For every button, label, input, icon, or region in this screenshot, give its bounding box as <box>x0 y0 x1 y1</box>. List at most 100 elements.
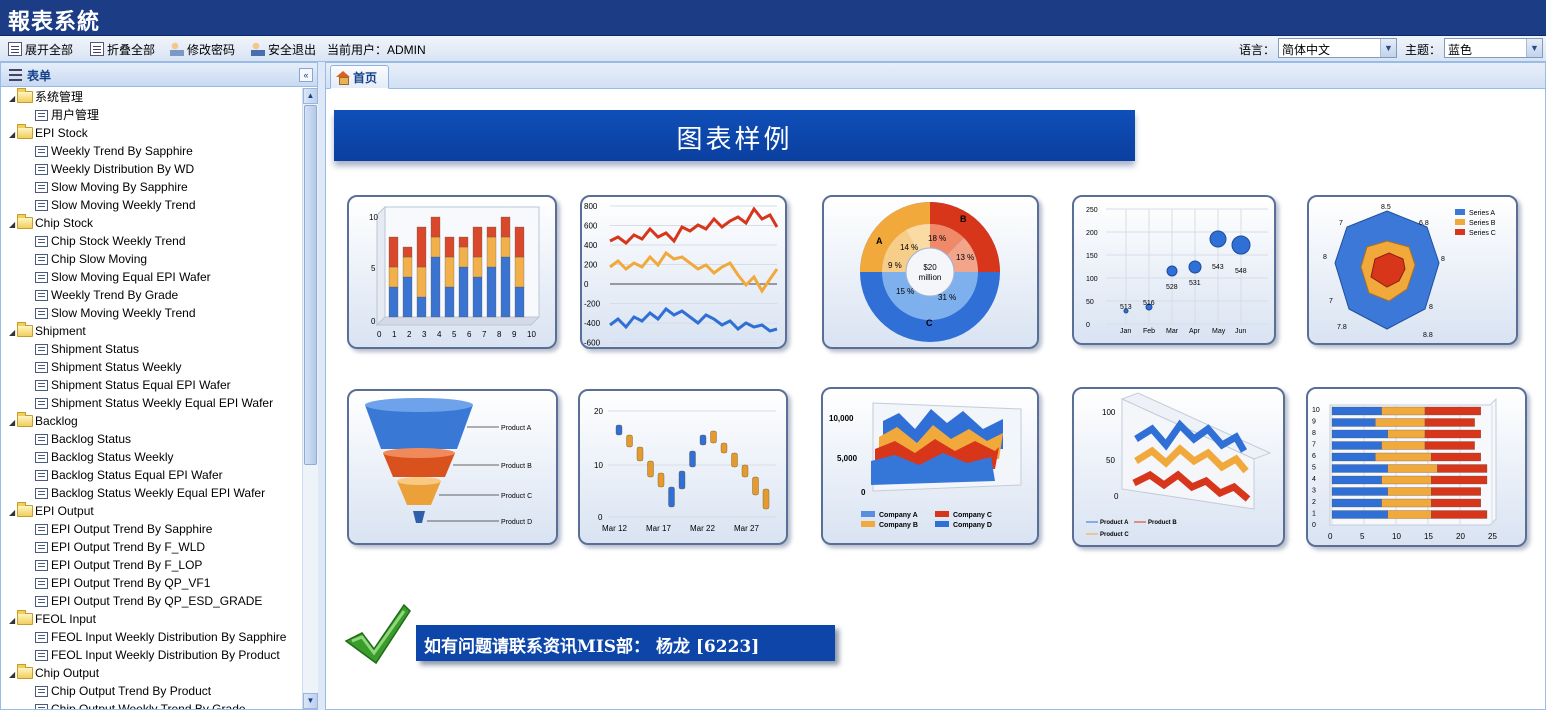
tree-item[interactable]: EPI Output Trend By F_LOP <box>1 556 302 574</box>
tree-item-label: Weekly Trend By Grade <box>51 288 178 302</box>
bar <box>1431 488 1481 496</box>
tree-group[interactable]: ◢ FEOL Input <box>1 610 302 628</box>
tree-item[interactable]: 用户管理 <box>1 106 302 124</box>
funnel-label: Product C <box>501 493 532 500</box>
bar <box>1382 442 1425 450</box>
tree-item[interactable]: Slow Moving By Sapphire <box>1 178 302 196</box>
expand-all-label: 展开全部 <box>25 41 73 58</box>
sidebar-scrollbar[interactable]: ▲ ▼ <box>302 88 318 709</box>
x-tick: 7 <box>482 330 487 339</box>
sample-candle-chart[interactable]: 20 10 0 Mar 12 Mar 17 Mar 22 Mar 27 <box>578 389 788 545</box>
change-password-button[interactable]: 修改密码 <box>170 41 235 57</box>
sample-ribbon-chart[interactable]: 100 50 0 Product A Product B Product C <box>1072 387 1285 547</box>
tree-group[interactable]: ◢ Backlog <box>1 412 302 430</box>
sample-3d-bar-chart[interactable]: 10 5 0 0 1 2 3 4 5 6 7 8 9 10 <box>347 195 557 349</box>
y-tick: 10 <box>369 213 378 222</box>
tree-item[interactable]: Shipment Status Weekly <box>1 358 302 376</box>
tree-item[interactable]: Chip Stock Weekly Trend <box>1 232 302 250</box>
scroll-up-button[interactable]: ▲ <box>303 88 318 104</box>
tree-item[interactable]: Shipment Status Equal EPI Wafer <box>1 376 302 394</box>
tree-item[interactable]: EPI Output Trend By Sapphire <box>1 520 302 538</box>
collapse-sidebar-button[interactable]: « <box>299 68 313 82</box>
expand-all-button[interactable]: 展开全部 <box>8 41 73 57</box>
logout-button[interactable]: 安全退出 <box>251 41 316 57</box>
report-icon <box>35 236 48 247</box>
radar-label: 8 <box>1429 304 1433 311</box>
sample-horizontal-bar-chart[interactable]: 10 9 8 7 6 5 4 3 2 1 0 0 5 10 15 20 25 <box>1306 387 1527 547</box>
bar <box>1375 419 1425 427</box>
candle <box>721 443 727 453</box>
tree-item[interactable]: Slow Moving Weekly Trend <box>1 196 302 214</box>
tree-group[interactable]: ◢ EPI Output <box>1 502 302 520</box>
tree-item-label: Backlog Status Equal EPI Wafer <box>51 468 223 482</box>
radar-label: 7 <box>1339 220 1343 227</box>
y-tick: 7 <box>1312 442 1316 449</box>
tree-item[interactable]: EPI Output Trend By F_WLD <box>1 538 302 556</box>
language-select[interactable]: 简体中文 ▼ <box>1278 38 1397 58</box>
tree-group[interactable]: ◢ EPI Stock <box>1 124 302 142</box>
tree-item[interactable]: Weekly Distribution By WD <box>1 160 302 178</box>
sample-radar-chart[interactable]: 8.5 6.8 8 8 8.8 7.8 7 8 7 Series A Serie… <box>1307 195 1518 345</box>
user-key-icon <box>170 42 184 56</box>
sample-donut-chart[interactable]: $20 million A B C 14 % 18 % 13 % 9 % 15 … <box>822 195 1039 349</box>
bar <box>403 277 412 317</box>
tree-item[interactable]: Backlog Status Equal EPI Wafer <box>1 466 302 484</box>
scroll-down-button[interactable]: ▼ <box>303 693 318 709</box>
report-icon <box>35 488 48 499</box>
tree-item[interactable]: Chip Output Weekly Trend By Grade <box>1 700 302 709</box>
bar <box>515 227 524 257</box>
tree-item[interactable]: Backlog Status <box>1 430 302 448</box>
tree-item[interactable]: Weekly Trend By Sapphire <box>1 142 302 160</box>
report-icon <box>35 650 48 661</box>
contact-text: 如有问题请联系资讯MIS部： 杨龙 [6223] <box>424 632 759 657</box>
tree-group[interactable]: ◢ Shipment <box>1 322 302 340</box>
y-tick: 0 <box>1114 492 1119 501</box>
tab-strip: 首页 <box>326 63 1545 89</box>
bar <box>445 257 454 287</box>
bar <box>1425 442 1475 450</box>
tree-item-label: Backlog Status Weekly Equal EPI Wafer <box>51 486 265 500</box>
splitter[interactable] <box>318 62 325 710</box>
report-icon <box>35 596 48 607</box>
tree-group[interactable]: ◢ 系统管理 <box>1 88 302 106</box>
collapse-all-button[interactable]: 折叠全部 <box>90 41 155 57</box>
bar <box>1382 407 1425 415</box>
sample-3d-area-chart[interactable]: 10,000 5,000 0 Company A Company B Compa… <box>821 387 1039 545</box>
tree-group[interactable]: ◢ Chip Stock <box>1 214 302 232</box>
y-tick: 200 <box>1086 230 1098 237</box>
tree-item[interactable]: Backlog Status Weekly Equal EPI Wafer <box>1 484 302 502</box>
tree-item-label: Slow Moving Weekly Trend <box>51 198 196 212</box>
tree-item[interactable]: Chip Output Trend By Product <box>1 682 302 700</box>
bar <box>515 257 524 287</box>
tree-item[interactable]: Chip Slow Moving <box>1 250 302 268</box>
current-user: 当前用户：ADMIN <box>327 41 426 57</box>
bar <box>459 267 468 317</box>
theme-select[interactable]: 蓝色 ▼ <box>1444 38 1543 58</box>
scroll-thumb[interactable] <box>304 105 317 465</box>
bar <box>431 257 440 317</box>
funnel-label: Product B <box>501 463 532 470</box>
bubble-label: 548 <box>1235 268 1247 275</box>
report-icon <box>35 578 48 589</box>
tree-item[interactable]: FEOL Input Weekly Distribution By Sapphi… <box>1 628 302 646</box>
tree-item[interactable]: Weekly Trend By Grade <box>1 286 302 304</box>
tree-item[interactable]: EPI Output Trend By QP_VF1 <box>1 574 302 592</box>
tree-item[interactable]: Backlog Status Weekly <box>1 448 302 466</box>
sample-bubble-chart[interactable]: 250 200 150 100 50 0 Jan Feb Mar Apr May Jun 513 51… <box>1072 195 1276 345</box>
y-tick: 8 <box>1312 430 1316 437</box>
sample-funnel-chart[interactable]: Product A Product B Product C Product D <box>347 389 558 545</box>
donut-inner: 31 % <box>938 293 956 302</box>
tree-item[interactable]: EPI Output Trend By QP_ESD_GRADE <box>1 592 302 610</box>
sample-line-chart[interactable]: 800 600 400 200 0 -200 -400 -600 <box>580 195 787 349</box>
tree-item-label: Chip Stock Weekly Trend <box>51 234 186 248</box>
tree-item[interactable]: Shipment Status <box>1 340 302 358</box>
tree-item[interactable]: FEOL Input Weekly Distribution By Produc… <box>1 646 302 664</box>
candle-svg: 20 10 0 Mar 12 Mar 17 Mar 22 Mar 27 <box>580 391 786 543</box>
tree-item[interactable]: Slow Moving Equal EPI Wafer <box>1 268 302 286</box>
tab-home[interactable]: 首页 <box>330 65 389 89</box>
tree-item[interactable]: Shipment Status Weekly Equal EPI Wafer <box>1 394 302 412</box>
hbar-svg: 109876543210 0 5 10 15 20 25 <box>1308 389 1525 545</box>
bar <box>459 237 468 247</box>
tree-group[interactable]: ◢ Chip Output <box>1 664 302 682</box>
tree-item[interactable]: Slow Moving Weekly Trend <box>1 304 302 322</box>
